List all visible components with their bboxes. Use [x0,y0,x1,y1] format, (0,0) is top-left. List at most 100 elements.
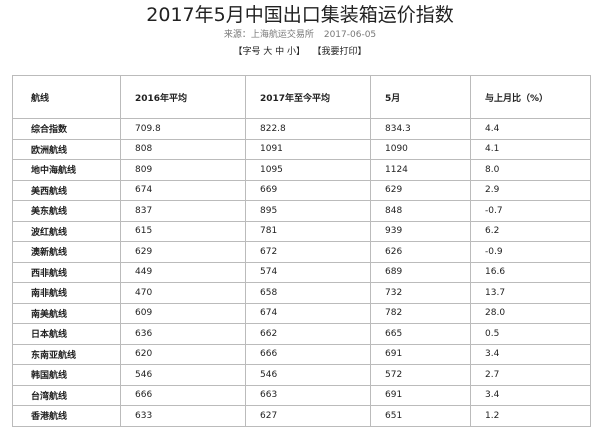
toolbar: 【字号 大 中 小】 【我要打印】 [0,45,600,59]
table-row: 香港航线 633 627 651 1.2 [12,405,591,427]
table-row: 美东航线 837 895 848 -0.7 [12,200,591,222]
value-cell: 449 [120,261,246,283]
value-cell: 629 [120,241,246,263]
table-row: 韩国航线 546 546 572 2.7 [12,364,591,386]
table-row: 东南亚航线 620 666 691 3.4 [12,343,591,365]
value-cell: 3.4 [470,343,591,365]
value-cell: 672 [245,241,371,263]
value-cell: 615 [120,220,246,242]
freight-table: 航线 2016年平均 2017年至今平均 5月 与上月比（%） 综合指数 709.8 822… [12,75,591,427]
value-cell: 732 [370,282,471,304]
value-cell: 1124 [370,159,471,181]
value-cell: 837 [120,200,246,222]
route-cell: 美西航线 [12,179,121,201]
value-cell: 691 [370,384,471,406]
column-header: 2016年平均 [120,75,246,119]
value-cell: 627 [245,405,371,427]
route-cell: 台湾航线 [12,384,121,406]
print-button[interactable]: 【我要打印】 [317,47,367,57]
value-cell: 674 [120,179,246,201]
meta: 来源：上海航运交易所 2017-06-05 [0,28,600,42]
value-cell: 1091 [245,138,371,160]
value-cell: 633 [120,405,246,427]
route-cell: 南非航线 [12,282,121,304]
table-row: 美西航线 674 669 629 2.9 [12,179,591,201]
table-row: 南非航线 470 658 732 13.7 [12,282,591,304]
value-cell: 572 [370,364,471,386]
value-cell: 674 [245,302,371,324]
value-cell: -0.7 [470,200,591,222]
value-cell: 636 [120,323,246,345]
value-cell: 691 [370,343,471,365]
value-cell: 546 [120,364,246,386]
value-cell: 28.0 [470,302,591,324]
value-cell: 666 [245,343,371,365]
value-cell: 2.7 [470,364,591,386]
value-cell: 658 [245,282,371,304]
table-row: 波红航线 615 781 939 6.2 [12,220,591,242]
value-cell: 834.3 [370,118,471,140]
table-row: 南美航线 609 674 782 28.0 [12,302,591,324]
column-header: 5月 [370,75,471,119]
table-row: 综合指数 709.8 822.8 834.3 4.4 [12,118,591,140]
value-cell: 1095 [245,159,371,181]
page-title: 2017年5月中国出口集装箱运价指数 [146,4,454,26]
route-cell: 波红航线 [12,220,121,242]
route-cell: 澳新航线 [12,241,121,263]
route-cell: 欧洲航线 [12,138,121,160]
column-header: 与上月比（%） [470,75,591,119]
route-cell: 南美航线 [12,302,121,324]
value-cell: 1.2 [470,405,591,427]
route-cell: 东南亚航线 [12,343,121,365]
value-cell: -0.9 [470,241,591,263]
value-cell: 822.8 [245,118,371,140]
value-cell: 546 [245,364,371,386]
value-cell: 689 [370,261,471,283]
column-header: 航线 [12,75,121,119]
value-cell: 808 [120,138,246,160]
value-cell: 651 [370,405,471,427]
value-cell: 895 [245,200,371,222]
value-cell: 8.0 [470,159,591,181]
value-cell: 6.2 [470,220,591,242]
value-cell: 665 [370,323,471,345]
table-row: 澳新航线 629 672 626 -0.9 [12,241,591,263]
value-cell: 782 [370,302,471,324]
route-cell: 西非航线 [12,261,121,283]
header-row: 航线 2016年平均 2017年至今平均 5月 与上月比（%） [12,75,591,119]
value-cell: 1090 [370,138,471,160]
font-size-control[interactable]: 【字号 大 中 小】 [233,47,306,57]
value-cell: 781 [245,220,371,242]
route-cell: 综合指数 [12,118,121,140]
value-cell: 809 [120,159,246,181]
table-row: 地中海航线 809 1095 1124 8.0 [12,159,591,181]
value-cell: 609 [120,302,246,324]
value-cell: 3.4 [470,384,591,406]
value-cell: 620 [120,343,246,365]
column-header: 2017年至今平均 [245,75,371,119]
value-cell: 629 [370,179,471,201]
table-row: 欧洲航线 808 1091 1090 4.1 [12,138,591,160]
value-cell: 939 [370,220,471,242]
value-cell: 574 [245,261,371,283]
value-cell: 669 [245,179,371,201]
value-cell: 0.5 [470,323,591,345]
route-cell: 美东航线 [12,200,121,222]
value-cell: 16.6 [470,261,591,283]
route-cell: 韩国航线 [12,364,121,386]
source: 来源：上海航运交易所 [223,30,314,40]
table-row: 台湾航线 666 663 691 3.4 [12,384,591,406]
table-row: 西非航线 449 574 689 16.6 [12,261,591,283]
value-cell: 2.9 [470,179,591,201]
route-cell: 日本航线 [12,323,121,345]
value-cell: 662 [245,323,371,345]
table-row: 日本航线 636 662 665 0.5 [12,323,591,345]
value-cell: 4.1 [470,138,591,160]
route-cell: 地中海航线 [12,159,121,181]
value-cell: 13.7 [470,282,591,304]
route-cell: 香港航线 [12,405,121,427]
value-cell: 709.8 [120,118,246,140]
value-cell: 666 [120,384,246,406]
value-cell: 848 [370,200,471,222]
